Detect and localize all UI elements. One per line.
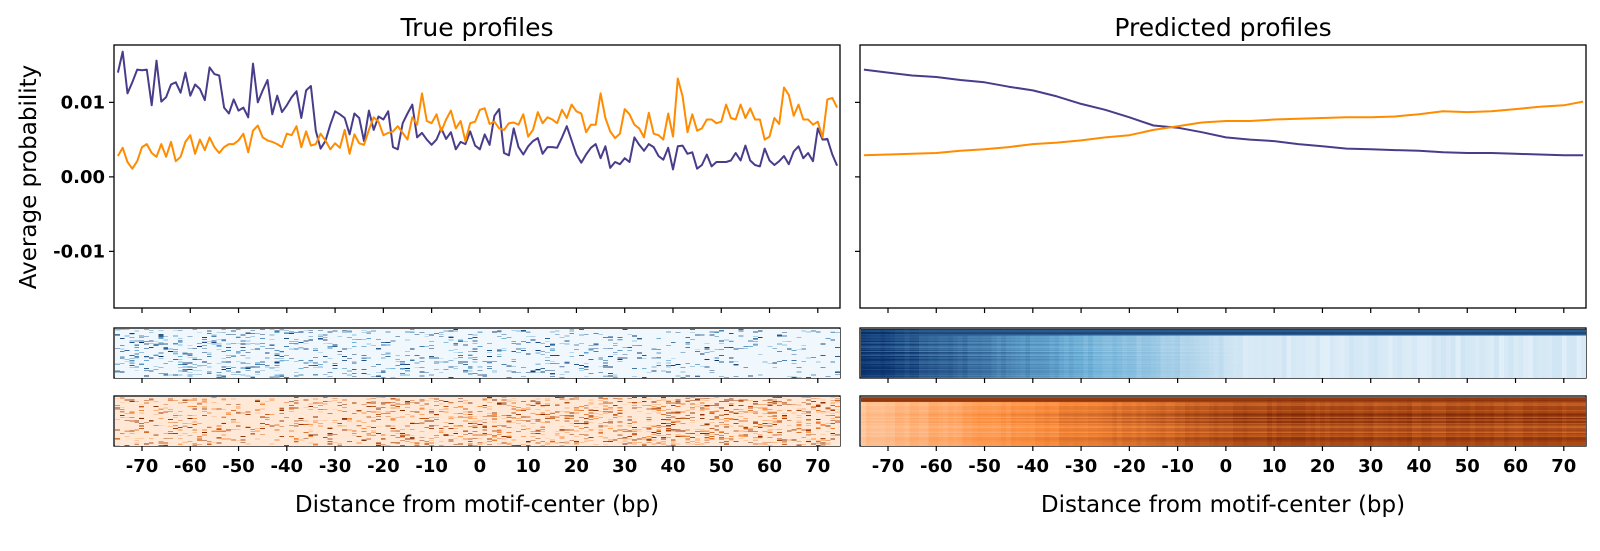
x-tick-label: 50 [709, 456, 734, 477]
y-tick-label: -0.01 [53, 241, 105, 262]
x-tick-label: 50 [1455, 456, 1480, 477]
x-tick-label: -10 [1161, 456, 1194, 477]
series-line-orange [863, 100, 1584, 157]
x-tick-label: -30 [1065, 456, 1098, 477]
predicted-profiles-panel: -70 -60 -50 -40 -30 -20 -10 0 10 20 30 40 50 60 70 [855, 44, 1587, 477]
left-panel-title: True profiles [399, 13, 553, 42]
x-tick-label: 0 [1220, 456, 1233, 477]
x-tick-label: 30 [1358, 456, 1383, 477]
x-tick-label: -40 [1017, 456, 1050, 477]
predicted-profiles-orange-heatmap [861, 397, 1586, 446]
x-tick-label: 10 [1262, 456, 1287, 477]
x-tick-label: 20 [1310, 456, 1335, 477]
x-tick-label: -30 [319, 456, 352, 477]
x-tick-label: -60 [920, 456, 953, 477]
x-tick-label: -50 [222, 456, 255, 477]
x-tick-label: -40 [271, 456, 304, 477]
x-tick-label: 0 [474, 456, 487, 477]
true-profiles-panel: -70 -60 -50 -40 -30 -20 -10 0 10 20 30 40 50 60 70 0.01… [53, 44, 841, 477]
blue-heatmap-frame [113, 327, 841, 379]
y-tick-label: 0.00 [61, 167, 105, 188]
x-tick-label: -20 [1113, 456, 1146, 477]
y-tick-label: 0.01 [61, 92, 105, 113]
series-line-orange [117, 77, 838, 170]
y-axis-label: Average probability [16, 65, 42, 289]
series-line-blue [116, 50, 839, 171]
x-tick-label: 40 [660, 456, 685, 477]
x-tick-label: -20 [367, 456, 400, 477]
line-axes-frame [859, 44, 1587, 309]
x-tick-label: 40 [1406, 456, 1431, 477]
left-x-axis-label: Distance from motif-center (bp) [295, 492, 659, 518]
true-profiles-blue-heatmap [115, 329, 840, 378]
x-tick-label: 60 [1503, 456, 1528, 477]
x-tick-label: -70 [872, 456, 905, 477]
orange-heatmap-frame [859, 395, 1587, 447]
x-tick-label: 70 [1551, 456, 1576, 477]
x-tick-label: -50 [968, 456, 1001, 477]
x-tick-label: -60 [174, 456, 207, 477]
x-tick-label: 70 [805, 456, 830, 477]
predicted-profiles-blue-heatmap [861, 329, 1586, 378]
x-tick-label: -70 [126, 456, 159, 477]
x-tick-label: 60 [757, 456, 782, 477]
series-line-blue [863, 68, 1584, 157]
orange-heatmap-frame [113, 395, 841, 447]
x-tick-label: 20 [564, 456, 589, 477]
x-tick-label: -10 [415, 456, 448, 477]
x-tick-label: 10 [516, 456, 541, 477]
true-profiles-orange-heatmap [115, 397, 840, 446]
right-panel-title: Predicted profiles [1114, 13, 1331, 42]
x-tick-label: 30 [612, 456, 637, 477]
blue-heatmap-frame [859, 327, 1587, 379]
right-x-axis-label: Distance from motif-center (bp) [1041, 492, 1405, 518]
line-axes-frame [113, 44, 841, 309]
